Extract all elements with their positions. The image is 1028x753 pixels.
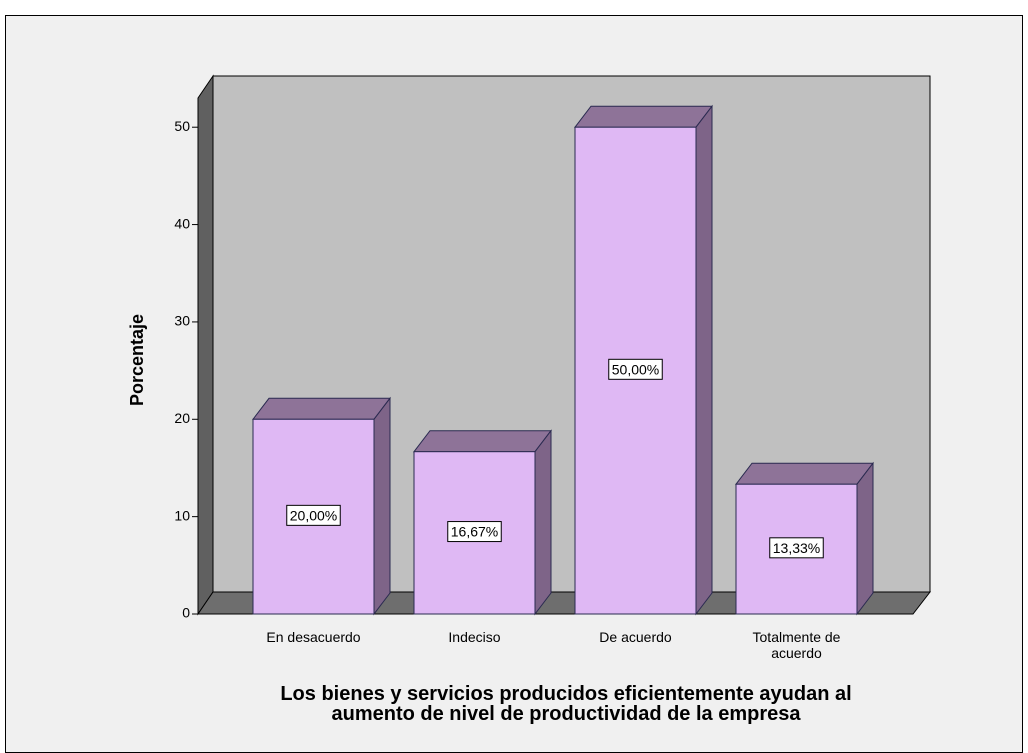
value-label: 16,67% — [447, 521, 502, 543]
bar-top — [251, 397, 392, 420]
y-tick-label: 10 — [174, 507, 190, 523]
bar-side — [695, 104, 713, 616]
x-tick-label: De acuerdo — [599, 629, 672, 645]
value-label-box — [769, 537, 824, 559]
bar-side — [534, 429, 552, 616]
y-tick-label: 50 — [174, 118, 190, 134]
value-label-box — [286, 504, 341, 526]
left-wall — [197, 74, 214, 616]
bar-top — [573, 105, 714, 128]
bar-side — [856, 461, 874, 616]
bar-top — [412, 430, 553, 453]
value-label-text: 13,33% — [773, 540, 820, 556]
x-tick-label: Totalmente de acuerdo — [752, 629, 841, 661]
y-axis-label: Porcentaje — [127, 314, 147, 406]
bar-top — [734, 462, 875, 485]
value-label-text: 20,00% — [290, 507, 337, 523]
value-label-text: 16,67% — [451, 524, 498, 540]
bar-side — [373, 396, 391, 616]
y-tick-label: 0 — [182, 605, 190, 621]
value-label: 13,33% — [769, 537, 824, 559]
x-tick-label: Indeciso — [448, 629, 501, 645]
value-label-box — [608, 358, 663, 380]
y-tick-label: 40 — [174, 215, 190, 231]
y-tick-label: 30 — [174, 313, 190, 329]
value-label-text: 50,00% — [612, 361, 659, 377]
value-label: 20,00% — [286, 504, 341, 526]
x-tick-label: En desacuerdo — [266, 629, 361, 645]
y-tick-label: 20 — [174, 410, 190, 426]
value-label: 50,00% — [608, 358, 663, 380]
x-axis-label: Los bienes y servicios producidos eficie… — [280, 683, 852, 725]
value-label-box — [447, 521, 502, 543]
